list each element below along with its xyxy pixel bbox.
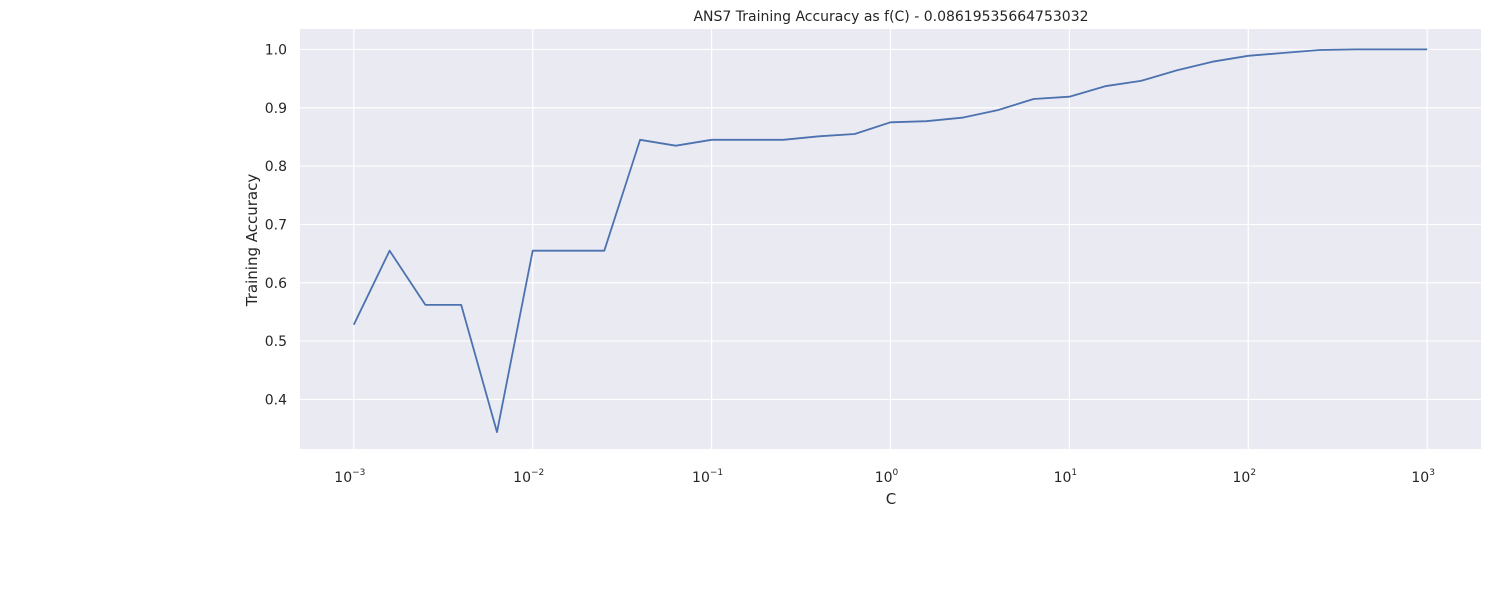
series-line <box>352 48 1428 434</box>
y-tick-label: 0.4 <box>265 392 287 408</box>
y-tick-label: 0.8 <box>265 159 287 175</box>
x-tick-label: 103 <box>1411 468 1435 486</box>
y-tick-label: 0.7 <box>265 217 287 233</box>
x-tick-label: 101 <box>1054 468 1078 486</box>
x-gridlines <box>353 29 1428 449</box>
x-tick-labels: 10−3 10−2 10−1 100 101 102 103 <box>334 468 1435 486</box>
y-tick-labels: 0.4 0.5 0.6 0.7 0.8 0.9 1.0 <box>265 42 287 408</box>
y-tick-label: 0.5 <box>265 334 287 350</box>
x-tick-label: 102 <box>1232 468 1256 486</box>
x-tick-label: 10−1 <box>692 468 723 486</box>
y-tick-label: 0.9 <box>265 101 287 117</box>
x-tick-label: 10−2 <box>513 468 544 486</box>
y-axis-label: Training Accuracy <box>243 174 261 308</box>
chart-title: ANS7 Training Accuracy as f(C) - 0.08619… <box>693 9 1088 25</box>
x-tick-label: 100 <box>875 468 899 486</box>
x-tick-label: 10−3 <box>334 468 365 486</box>
y-tick-label: 0.6 <box>265 276 287 292</box>
series-layer <box>352 48 1428 434</box>
y-tick-label: 1.0 <box>265 42 287 58</box>
x-axis-label: C <box>886 490 896 508</box>
